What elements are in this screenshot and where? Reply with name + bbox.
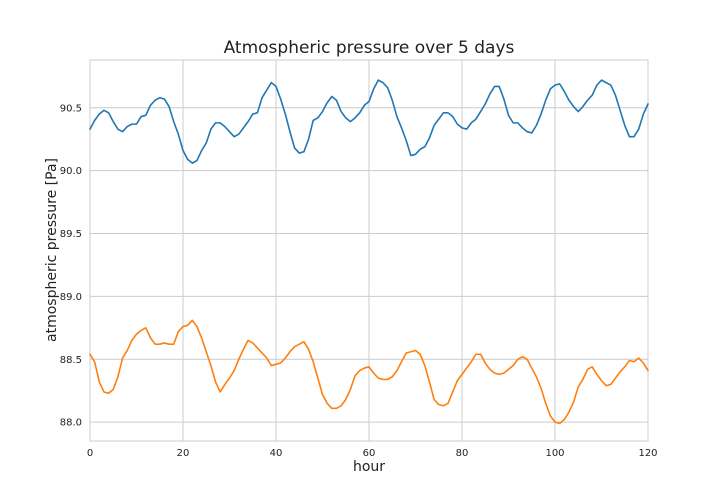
x-tick-label: 120 (638, 448, 657, 459)
tick-labels: 0 20 40 60 80 100 120 88.0 88.5 89.0 89.5 90.0 90.5 (60, 103, 658, 459)
series-line-2 (89, 319, 649, 425)
y-axis-label: atmospheric pressure [Pa] (44, 158, 60, 342)
plot-frame (89, 59, 649, 442)
y-tick-label: 88.5 (60, 355, 82, 366)
y-tick-label: 89.0 (60, 292, 82, 303)
chart-title: Atmospheric pressure over 5 days (224, 38, 515, 58)
grid (89, 60, 649, 441)
y-tick-label: 88.0 (60, 418, 82, 429)
x-tick-label: 40 (270, 448, 283, 459)
series-line-1 (89, 79, 649, 164)
y-tick-label: 89.5 (60, 229, 82, 240)
y-tick-label: 90.5 (60, 103, 82, 114)
y-tick-label: 90.0 (60, 166, 82, 177)
x-tick-label: 60 (363, 448, 376, 459)
x-tick-label: 20 (177, 448, 190, 459)
series-layer (89, 79, 649, 425)
x-tick-label: 100 (545, 448, 564, 459)
x-tick-label: 0 (87, 448, 93, 459)
x-tick-label: 80 (456, 448, 469, 459)
x-axis-label: hour (353, 459, 385, 475)
